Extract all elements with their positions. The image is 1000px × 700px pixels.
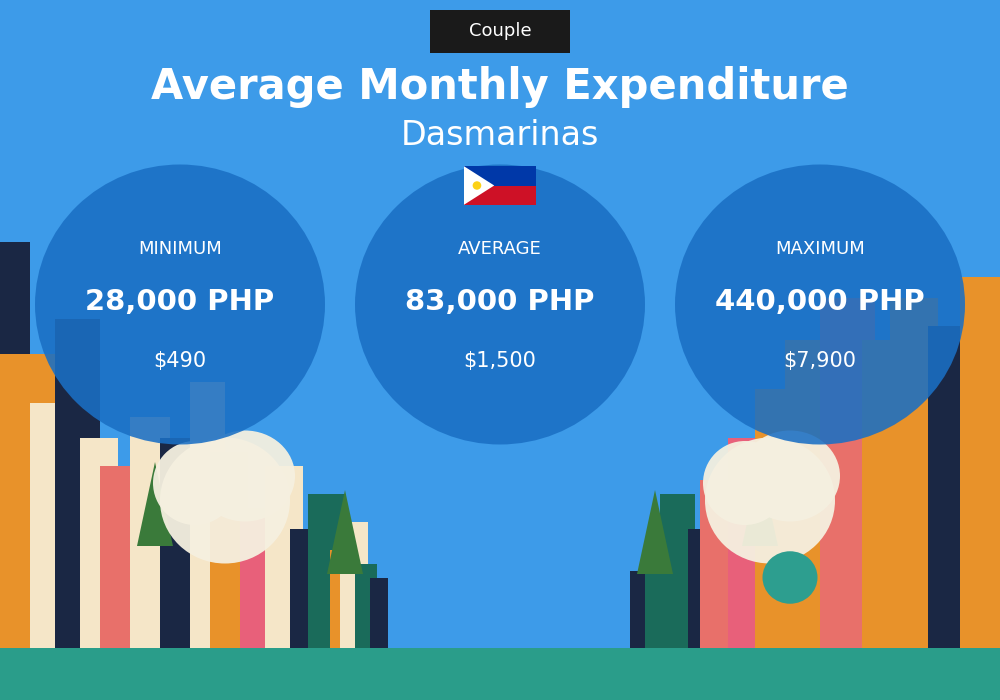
Text: 440,000 PHP: 440,000 PHP (715, 288, 925, 316)
Text: 28,000 PHP: 28,000 PHP (85, 288, 275, 316)
Bar (190, 382, 225, 648)
Text: $490: $490 (153, 351, 207, 370)
Text: $7,900: $7,900 (784, 351, 856, 370)
Bar (728, 438, 766, 648)
Text: $1,500: $1,500 (464, 351, 536, 370)
Bar (160, 438, 198, 648)
Text: Average Monthly Expenditure: Average Monthly Expenditure (151, 66, 849, 108)
Text: Couple: Couple (469, 22, 531, 41)
Bar (330, 550, 355, 648)
Bar (30, 402, 70, 648)
Bar (370, 578, 388, 648)
Ellipse shape (675, 164, 965, 444)
Text: 83,000 PHP: 83,000 PHP (405, 288, 595, 316)
Bar (464, 186, 536, 204)
Bar (820, 298, 875, 648)
Polygon shape (327, 490, 363, 574)
FancyBboxPatch shape (430, 10, 570, 53)
Text: MAXIMUM: MAXIMUM (775, 239, 865, 258)
Bar (130, 416, 170, 648)
Bar (464, 167, 536, 204)
Polygon shape (637, 490, 673, 574)
Bar (355, 564, 377, 648)
Bar (100, 466, 138, 648)
Ellipse shape (705, 438, 835, 564)
Bar (700, 480, 735, 648)
Bar (210, 452, 248, 648)
Text: Dasmarinas: Dasmarinas (401, 119, 599, 153)
Bar (960, 276, 1000, 648)
Ellipse shape (160, 438, 290, 564)
Bar (755, 389, 795, 648)
Bar (630, 570, 648, 648)
Polygon shape (464, 167, 494, 204)
Ellipse shape (703, 441, 787, 525)
Polygon shape (137, 462, 173, 546)
Bar (0, 354, 60, 648)
Bar (0, 241, 30, 648)
Ellipse shape (35, 164, 325, 444)
Bar (660, 494, 695, 648)
Bar (688, 528, 713, 648)
Bar (240, 508, 270, 648)
Ellipse shape (355, 164, 645, 444)
Bar (308, 494, 346, 648)
Ellipse shape (763, 552, 818, 603)
Text: AVERAGE: AVERAGE (458, 239, 542, 258)
Ellipse shape (740, 430, 840, 522)
Bar (464, 167, 536, 186)
Bar (785, 340, 833, 648)
Bar (862, 340, 902, 648)
Bar (265, 466, 303, 648)
Bar (645, 550, 670, 648)
Bar (55, 318, 100, 648)
Bar (928, 326, 968, 648)
Ellipse shape (153, 441, 237, 525)
Text: MINIMUM: MINIMUM (138, 239, 222, 258)
Bar (80, 438, 118, 648)
Ellipse shape (473, 181, 481, 190)
Bar (340, 522, 368, 648)
Bar (0, 648, 1000, 700)
Polygon shape (742, 462, 778, 546)
Ellipse shape (195, 430, 295, 522)
Bar (890, 298, 938, 648)
Bar (290, 528, 318, 648)
